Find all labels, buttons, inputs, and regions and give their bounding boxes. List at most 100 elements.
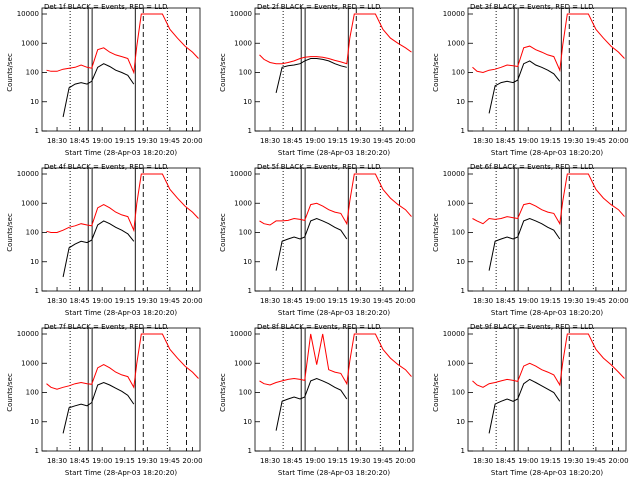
y-axis-label: Counts/sec xyxy=(432,373,440,412)
chart-title: Det 6f BLACK = Events, RED = LLD xyxy=(470,163,593,171)
y-axis-label: Counts/sec xyxy=(219,53,227,92)
x-tick-label: 18:30 xyxy=(473,457,493,465)
x-tick-label: 19:00 xyxy=(92,457,112,465)
y-tick-label: 1 xyxy=(461,287,465,295)
plot-frame xyxy=(254,7,414,132)
series-line xyxy=(259,173,412,226)
x-tick-label: 20:00 xyxy=(395,137,415,145)
plot-frame xyxy=(467,7,627,132)
x-tick-label: 20:00 xyxy=(608,137,628,145)
y-axis-label: Counts/sec xyxy=(432,53,440,92)
x-tick-label: 19:00 xyxy=(92,297,112,305)
x-tick-label: 19:15 xyxy=(541,457,561,465)
x-tick-label: 19:30 xyxy=(350,137,370,145)
x-tick-label: 18:45 xyxy=(70,297,90,305)
y-tick-label: 1000 xyxy=(21,359,39,367)
x-tick-label: 19:45 xyxy=(586,457,606,465)
chart-title: Det 1f BLACK = Events, RED = LLD xyxy=(44,3,167,11)
x-tick-label: 19:45 xyxy=(160,457,180,465)
plot-frame xyxy=(467,167,627,292)
y-tick-label: 10000 xyxy=(443,170,465,178)
y-tick-label: 1 xyxy=(35,127,39,135)
x-tick-label: 18:45 xyxy=(70,137,90,145)
series-line xyxy=(472,13,625,74)
series-line xyxy=(259,333,412,386)
x-tick-label: 19:00 xyxy=(305,457,325,465)
x-tick-label: 19:45 xyxy=(373,457,393,465)
x-tick-label: 19:15 xyxy=(328,297,348,305)
y-tick-label: 1000 xyxy=(21,199,39,207)
x-axis-label: Start Time (28-Apr-03 18:20:20) xyxy=(65,149,177,157)
x-axis-label: Start Time (28-Apr-03 18:20:20) xyxy=(65,469,177,477)
series-line xyxy=(62,381,135,434)
x-tick-label: 19:30 xyxy=(350,457,370,465)
x-tick-label: 18:30 xyxy=(260,137,280,145)
y-axis-label: Counts/sec xyxy=(6,213,14,252)
x-axis-label: Start Time (28-Apr-03 18:20:20) xyxy=(278,309,390,317)
x-tick-label: 18:45 xyxy=(283,297,303,305)
x-tick-label: 18:30 xyxy=(47,297,67,305)
plot-frame xyxy=(41,167,201,292)
y-tick-label: 10 xyxy=(456,98,465,106)
series-line xyxy=(275,58,347,94)
series-line xyxy=(275,377,348,431)
y-axis-label: Counts/sec xyxy=(6,53,14,92)
y-tick-label: 1 xyxy=(248,287,252,295)
y-tick-label: 10 xyxy=(243,98,252,106)
y-axis-label: Counts/sec xyxy=(432,213,440,252)
series-line xyxy=(259,13,412,65)
y-tick-label: 1 xyxy=(461,127,465,135)
y-tick-label: 10 xyxy=(30,258,39,266)
y-tick-label: 10 xyxy=(456,418,465,426)
y-tick-label: 10000 xyxy=(230,10,252,18)
x-tick-label: 18:30 xyxy=(260,457,280,465)
y-tick-label: 10000 xyxy=(17,10,39,18)
x-tick-label: 19:00 xyxy=(518,457,538,465)
panel: Det 6f BLACK = Events, RED = LLD Counts/s… xyxy=(432,163,629,317)
x-axis-label: Start Time (28-Apr-03 18:20:20) xyxy=(491,149,603,157)
x-tick-label: 18:45 xyxy=(496,297,516,305)
chart-title: Det 7f BLACK = Events, RED = LLD xyxy=(44,323,167,331)
y-tick-label: 10000 xyxy=(443,330,465,338)
x-axis-label: Start Time (28-Apr-03 18:20:20) xyxy=(278,469,390,477)
y-axis-label: Counts/sec xyxy=(219,373,227,412)
x-tick-label: 19:15 xyxy=(115,457,135,465)
x-tick-label: 19:30 xyxy=(563,297,583,305)
x-tick-label: 19:45 xyxy=(160,137,180,145)
y-axis-label: Counts/sec xyxy=(219,213,227,252)
series-line xyxy=(275,217,348,271)
plot-frame xyxy=(254,167,414,292)
y-tick-label: 100 xyxy=(26,69,39,77)
x-tick-label: 20:00 xyxy=(395,297,415,305)
series-line xyxy=(62,220,135,278)
x-tick-label: 18:45 xyxy=(496,457,516,465)
x-axis-label: Start Time (28-Apr-03 18:20:20) xyxy=(65,309,177,317)
y-tick-label: 1000 xyxy=(234,39,252,47)
panel: Det 7f BLACK = Events, RED = LLD Counts/s… xyxy=(6,323,203,477)
y-tick-label: 1000 xyxy=(447,39,465,47)
y-tick-label: 1000 xyxy=(21,39,39,47)
x-tick-label: 19:45 xyxy=(160,297,180,305)
panel: Det 4f BLACK = Events, RED = LLD Counts/s… xyxy=(6,163,203,317)
y-tick-label: 10000 xyxy=(17,330,39,338)
y-tick-label: 1 xyxy=(248,127,252,135)
x-axis-label: Start Time (28-Apr-03 18:20:20) xyxy=(491,469,603,477)
x-tick-label: 19:30 xyxy=(137,457,157,465)
plot-frame xyxy=(254,327,414,452)
x-tick-label: 19:00 xyxy=(518,137,538,145)
x-axis-label: Start Time (28-Apr-03 18:20:20) xyxy=(491,309,603,317)
panel: Det 5f BLACK = Events, RED = LLD Counts/s… xyxy=(219,163,416,317)
x-tick-label: 19:45 xyxy=(586,297,606,305)
y-tick-label: 100 xyxy=(239,229,252,237)
series-line xyxy=(46,173,199,233)
x-tick-label: 20:00 xyxy=(608,297,628,305)
series-line xyxy=(62,63,135,118)
x-tick-label: 19:15 xyxy=(328,457,348,465)
y-tick-label: 10 xyxy=(456,258,465,266)
chart-title: Det 4f BLACK = Events, RED = LLD xyxy=(44,163,167,171)
x-tick-label: 18:30 xyxy=(47,137,67,145)
plot-frame xyxy=(41,7,201,132)
chart-title: Det 9f BLACK = Events, RED = LLD xyxy=(470,323,593,331)
